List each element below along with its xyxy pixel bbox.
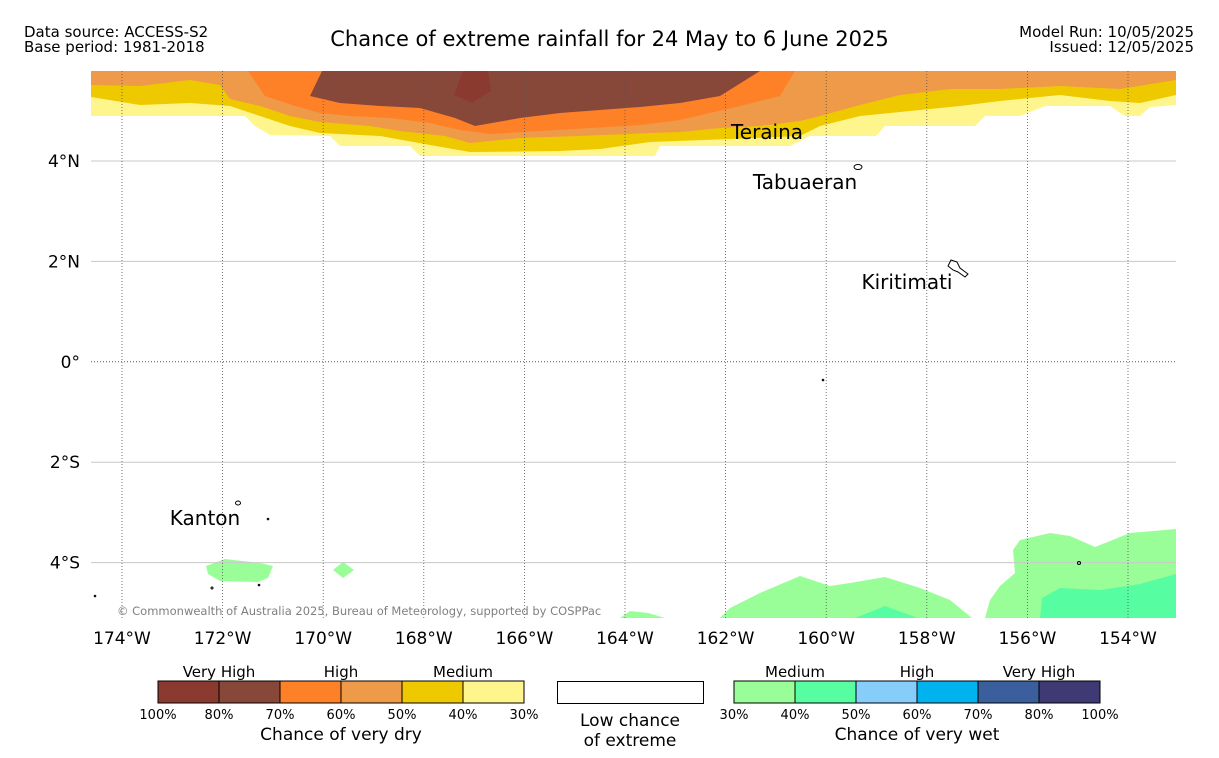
wet-patch-30-small <box>333 562 354 578</box>
dry-legend-tick-label: 30% <box>510 708 539 723</box>
dry-legend-group-label: High <box>324 663 358 681</box>
dry-legend-swatch <box>157 680 220 704</box>
lat-label: 4°N <box>48 152 80 172</box>
wet-patch-40-mid <box>855 606 918 618</box>
place-tabuaeran: Tabuaeran <box>752 170 857 194</box>
dry-legend-tick-label: 60% <box>327 708 356 723</box>
lon-label: 160°W <box>797 629 855 649</box>
map-title: Chance of extreme rainfall for 24 May to… <box>330 27 889 51</box>
place-teraina: Teraina <box>730 120 803 144</box>
lon-label: 162°W <box>697 629 755 649</box>
lon-label: 166°W <box>496 629 554 649</box>
model-run-label: Model Run: 10/05/2025 <box>1019 23 1194 41</box>
place-kanton: Kanton <box>170 506 240 530</box>
wet-legend-swatch <box>1038 680 1101 704</box>
dry-band-80 <box>454 71 491 103</box>
dry-legend-swatch <box>401 680 464 704</box>
wet-legend-tick-label: 50% <box>842 708 871 723</box>
latitude-labels: 4°N 2°N 0° 2°S 4°S <box>48 152 80 574</box>
map-area <box>91 71 1176 618</box>
lat-label: 4°S <box>50 554 80 574</box>
island-outlines <box>93 164 1081 598</box>
wet-legend-tick-label: 80% <box>1025 708 1054 723</box>
lon-label: 170°W <box>294 629 352 649</box>
longitude-gridlines <box>121 71 1129 618</box>
dry-legend-tick-label: 50% <box>388 708 417 723</box>
dry-legend-group-label: Very High <box>183 663 256 681</box>
lon-label: 172°W <box>194 629 252 649</box>
wet-legend-tick-label: 30% <box>720 708 749 723</box>
small-islet-3 <box>1077 561 1081 565</box>
legend-low-chance: Low chance of extreme <box>557 681 704 751</box>
wet-legend-group-label: Very High <box>1003 663 1076 681</box>
small-islet-1 <box>266 517 270 521</box>
issued-label: Issued: 12/05/2025 <box>1049 38 1194 56</box>
dry-legend-swatch <box>340 680 403 704</box>
dry-legend-tick-label: 80% <box>205 708 234 723</box>
wet-legend-tick-label: 70% <box>964 708 993 723</box>
dry-legend-tick-label: 100% <box>139 708 176 723</box>
lon-label: 154°W <box>1099 629 1157 649</box>
wet-patch-40-east <box>1040 574 1176 618</box>
dry-band-70 <box>310 71 760 126</box>
lon-label: 156°W <box>999 629 1057 649</box>
wet-legend-group-label: Medium <box>765 663 825 681</box>
wet-legend-swatch <box>794 680 857 704</box>
legend-low-chance-line1: Low chance <box>580 711 680 731</box>
lat-label: 0° <box>61 353 80 373</box>
kiritimati-island <box>947 259 969 278</box>
legend-low-chance-swatch <box>557 681 704 704</box>
dry-legend-swatch <box>279 680 342 704</box>
dry-legend-swatch <box>218 680 281 704</box>
longitude-labels: 174°W 172°W 170°W 168°W 166°W 164°W 162°W 160°W… <box>93 629 1157 649</box>
kanton-island <box>235 500 241 506</box>
legend-low-chance-line2: of extreme <box>584 731 677 751</box>
legend-dry: Very High High Medium 100% 80% 70% 60% 50% 40% 3… <box>139 663 538 745</box>
lon-label: 164°W <box>596 629 654 649</box>
lon-label: 168°W <box>395 629 453 649</box>
place-kiritimati: Kiritimati <box>862 270 953 294</box>
lon-label: 174°W <box>93 629 151 649</box>
small-islet-2 <box>821 378 825 382</box>
legend-wet: Medium High Very High 30% 40% 50% 60% 70% 80% 10… <box>720 663 1119 745</box>
wet-legend-swatch <box>855 680 918 704</box>
wet-legend-group-label: High <box>900 663 934 681</box>
small-islet-4 <box>210 586 214 590</box>
small-islet-6 <box>93 594 97 598</box>
legend-wet-caption: Chance of very wet <box>835 725 1000 745</box>
lat-label: 2°S <box>50 453 80 473</box>
wet-legend-swatch <box>916 680 979 704</box>
dry-legend-tick-label: 40% <box>449 708 478 723</box>
legend-dry-caption: Chance of very dry <box>260 725 422 745</box>
copyright-notice: © Commonwealth of Australia 2025, Bureau… <box>117 604 601 618</box>
small-islet-5 <box>257 583 261 587</box>
wet-legend-tick-label: 60% <box>903 708 932 723</box>
wet-legend-swatch <box>733 680 796 704</box>
wet-patch-30-mid <box>620 611 665 618</box>
wet-patch-30-west <box>206 559 273 582</box>
wet-legend-tick-label: 40% <box>781 708 810 723</box>
latitude-gridlines <box>91 160 1176 564</box>
data-source-label: Data source: ACCESS-S2 <box>24 23 209 41</box>
base-period-label: Base period: 1981-2018 <box>24 38 205 56</box>
wet-legend-tick-label: 100% <box>1081 708 1118 723</box>
dry-legend-swatch <box>462 680 525 704</box>
dry-legend-tick-label: 70% <box>266 708 295 723</box>
tabuaeran-island <box>853 164 863 170</box>
lon-label: 158°W <box>898 629 956 649</box>
wet-legend-swatch <box>977 680 1040 704</box>
dry-legend-group-label: Medium <box>433 663 493 681</box>
lat-label: 2°N <box>48 252 80 272</box>
